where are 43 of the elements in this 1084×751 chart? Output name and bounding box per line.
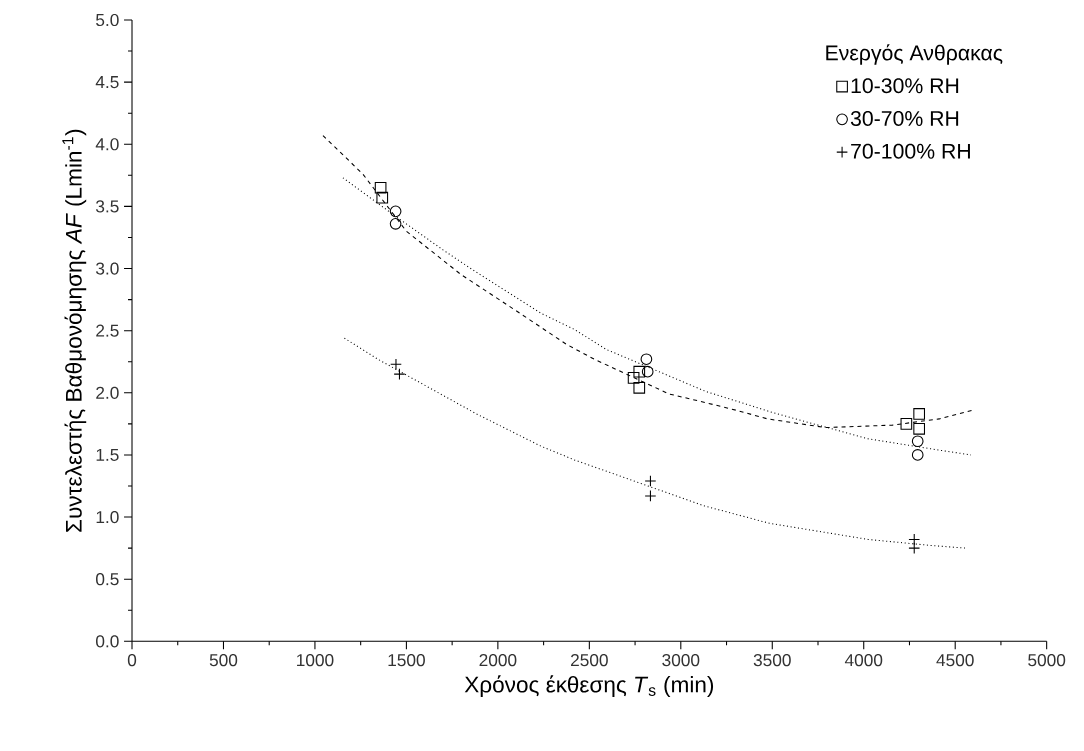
point	[633, 366, 646, 378]
y-tick-label: 3.0	[96, 262, 119, 275]
point	[389, 218, 402, 230]
point	[633, 382, 646, 394]
y-tick-label: 2.0	[96, 386, 119, 400]
x-tick-label: 1500	[388, 654, 425, 667]
y-tick-label: 3.5	[96, 200, 119, 213]
point	[913, 408, 926, 420]
point	[389, 205, 402, 218]
y-tick-label: 4.0	[95, 138, 119, 151]
x-tick-label: 2000	[479, 654, 517, 667]
x-tick-label: 4500	[936, 654, 974, 667]
point	[374, 182, 387, 194]
x-tick-label: 1000	[297, 654, 334, 667]
legend-label: 30-70% RH	[850, 111, 959, 127]
x-tick-label: 5000	[1028, 654, 1066, 667]
x-tick-label: 4000	[844, 654, 883, 667]
x-tick-label: 0	[127, 654, 137, 667]
point	[641, 366, 654, 378]
y-axis-title: Συντελεστής Βαθμονόμησης AF (Lmin$^{-1}$)	[62, 129, 87, 533]
y-tick-label: 0.0	[96, 635, 119, 648]
x-tick-label: 500	[209, 654, 238, 667]
x-tick-label: 2500	[571, 654, 608, 667]
point	[900, 418, 913, 430]
point	[911, 435, 924, 448]
x-tick-label: 3500	[753, 654, 791, 667]
legend-label: 70-100% RH	[851, 143, 970, 159]
legend-label: 10-30% RH	[851, 78, 959, 94]
point	[376, 192, 389, 204]
legend-title: Ενεργός Ανθρακας	[826, 44, 1003, 65]
y-tick-label: 1.5	[96, 449, 119, 462]
point	[913, 423, 926, 435]
y-tick-label: 1.0	[96, 511, 119, 524]
x-axis-title: Χρόνος έκθεσης T$_{s}$ (min)	[464, 675, 714, 698]
y-tick-label: 0.5	[96, 573, 119, 586]
point	[627, 372, 640, 384]
y-tick-label: 4.5	[95, 76, 119, 89]
point	[640, 353, 653, 366]
point	[911, 449, 924, 461]
y-tick-label: 2.5	[96, 324, 119, 337]
x-tick-label: 3000	[662, 654, 700, 667]
line-series	[343, 337, 967, 549]
y-tick-label: 5.0	[96, 14, 119, 27]
